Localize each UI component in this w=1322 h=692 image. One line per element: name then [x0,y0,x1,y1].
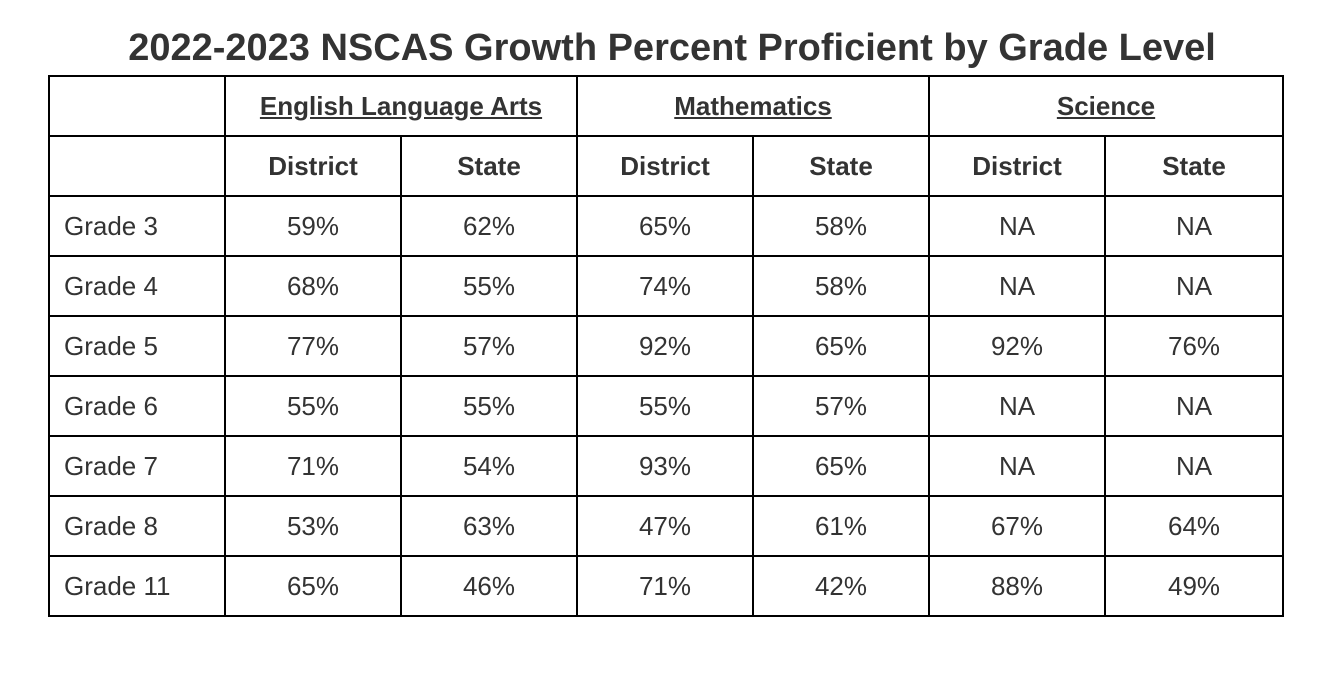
table-cell: 61% [752,495,930,557]
column-header: State [752,135,930,197]
column-header: State [1103,135,1285,197]
table-cell: 92% [576,315,754,377]
table-row: Grade 6 55% 55% 55% 57% NA NA [48,375,1285,437]
table-cell: 74% [576,255,754,317]
table-cell: 93% [576,435,754,497]
table-cell: 46% [400,555,578,617]
table-cell: 57% [400,315,578,377]
table-row: Grade 8 53% 63% 47% 61% 67% 64% [48,495,1285,557]
table-row: Grade 7 71% 54% 93% 65% NA NA [48,435,1285,497]
table-cell: 77% [224,315,402,377]
table-cell: 65% [752,315,930,377]
table-row: Grade 3 59% 62% 65% 58% NA NA [48,195,1285,257]
corner-cell [48,75,226,137]
table-cell: 54% [400,435,578,497]
column-header: District [928,135,1106,197]
column-header: District [576,135,754,197]
column-header: District [224,135,402,197]
subject-label: English Language Arts [259,90,543,121]
table-cell: 58% [752,255,930,317]
row-label: Grade 4 [48,255,226,317]
table-cell: NA [1103,255,1285,317]
table-row: Grade 11 65% 46% 71% 42% 88% 49% [48,555,1285,617]
table-cell: 71% [224,435,402,497]
table-cell: 55% [400,255,578,317]
subject-header-math: Mathematics [576,75,930,137]
row-label: Grade 11 [48,555,226,617]
table-cell: 55% [224,375,402,437]
table-cell: NA [928,435,1106,497]
table-cell: NA [928,195,1106,257]
subject-header-ela: English Language Arts [224,75,578,137]
table-cell: 65% [752,435,930,497]
table-cell: 71% [576,555,754,617]
table-cell: 59% [224,195,402,257]
page-title: 2022-2023 NSCAS Growth Percent Proficien… [128,27,1216,69]
row-label: Grade 8 [48,495,226,557]
table-cell: 42% [752,555,930,617]
table-cell: 67% [928,495,1106,557]
row-label: Grade 6 [48,375,226,437]
table-cell: 76% [1103,315,1285,377]
table-cell: NA [928,255,1106,317]
table-cell: 64% [1103,495,1285,557]
table-cell: 65% [224,555,402,617]
table-cell: 68% [224,255,402,317]
table-cell: NA [1103,435,1285,497]
subject-header-science: Science [927,75,1285,137]
table-cell: 47% [576,495,754,557]
row-label: Grade 5 [48,315,226,377]
table-cell: 49% [1103,555,1285,617]
table-cell: 88% [928,555,1106,617]
subject-label: Mathematics [674,90,832,121]
table-cell: NA [928,375,1106,437]
subject-header-row: English Language Arts Mathematics Scienc… [48,75,1285,137]
table-row: Grade 4 68% 55% 74% 58% NA NA [48,255,1285,317]
table-cell: NA [1103,375,1285,437]
subcolumn-header-row: District State District State District S… [48,135,1285,197]
table-cell: 63% [400,495,578,557]
table-cell: 53% [224,495,402,557]
subject-label: Science [1056,90,1156,121]
corner-cell [48,135,226,197]
table-cell: 58% [752,195,930,257]
table-cell: 92% [928,315,1106,377]
column-header: State [400,135,578,197]
proficiency-table: English Language Arts Mathematics Scienc… [48,75,1285,617]
table-cell: 55% [400,375,578,437]
table-cell: 57% [752,375,930,437]
row-label: Grade 7 [48,435,226,497]
table-row: Grade 5 77% 57% 92% 65% 92% 76% [48,315,1285,377]
table-cell: 55% [576,375,754,437]
row-label: Grade 3 [48,195,226,257]
table-cell: 65% [576,195,754,257]
table-cell: NA [1103,195,1285,257]
table-cell: 62% [400,195,578,257]
